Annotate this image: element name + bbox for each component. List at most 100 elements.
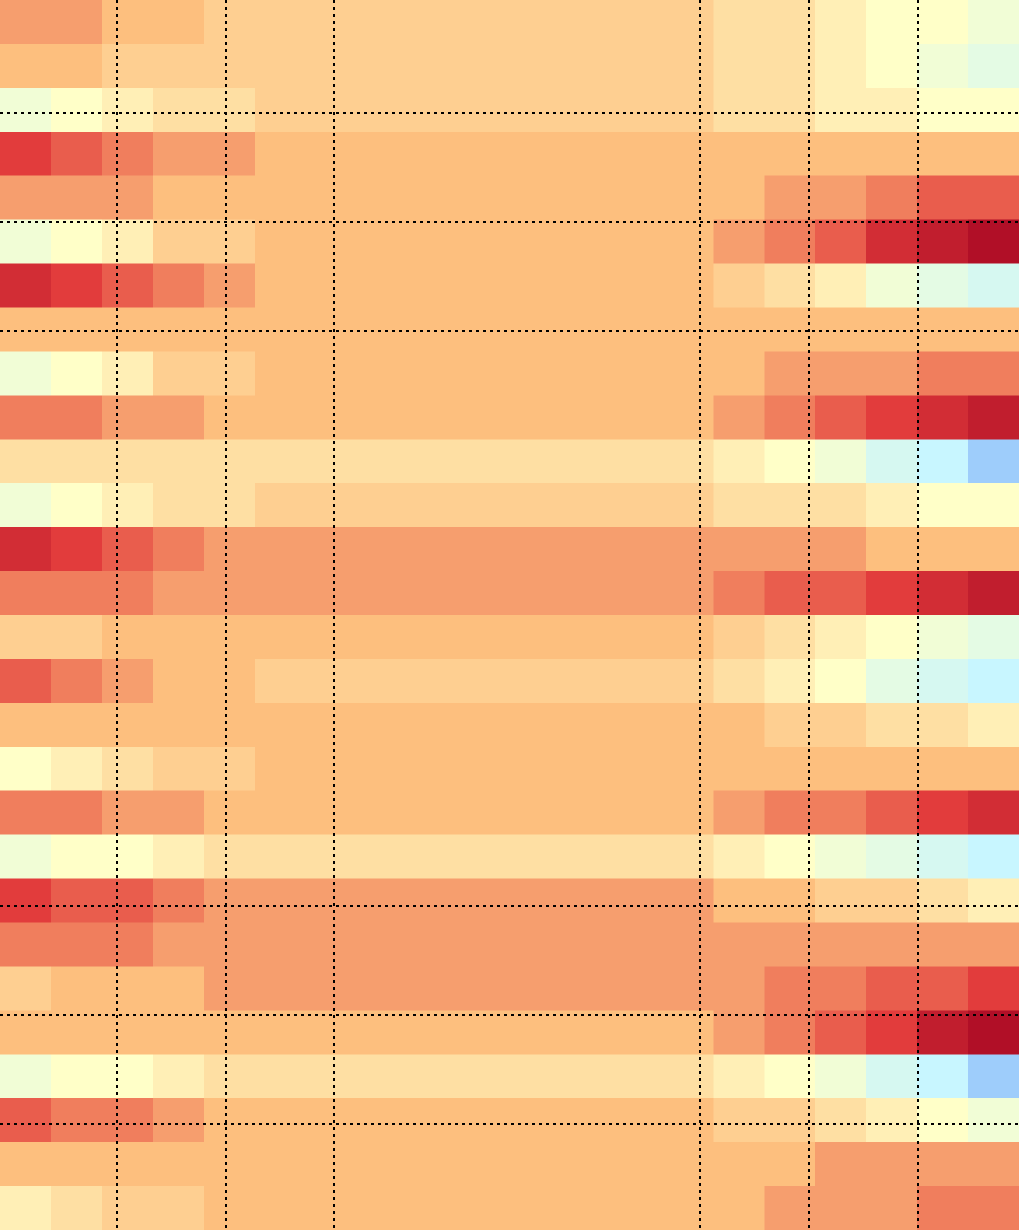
heatmap-cell — [152, 1098, 205, 1143]
heatmap-cell — [305, 790, 358, 836]
heatmap-cell — [101, 922, 154, 968]
heatmap-cell — [560, 439, 612, 484]
heatmap-cell — [917, 1142, 969, 1187]
heatmap-cell — [917, 1010, 969, 1055]
heatmap-cell — [713, 351, 765, 396]
heatmap-cell — [407, 571, 460, 616]
heatmap-cell — [254, 483, 307, 528]
heatmap-cell — [356, 1010, 409, 1055]
heatmap-cell — [152, 702, 205, 748]
heatmap-cell — [305, 966, 358, 1011]
heatmap-cell — [458, 131, 511, 177]
heatmap-cell — [254, 263, 307, 309]
heatmap-cell — [203, 658, 256, 704]
heatmap-cell — [254, 834, 307, 880]
heatmap-cell — [50, 43, 103, 89]
heatmap-cell — [713, 483, 765, 528]
heatmap-cell — [866, 219, 918, 265]
heatmap-cell — [407, 263, 460, 309]
heatmap-cell — [509, 658, 562, 704]
heatmap-cell — [764, 307, 816, 353]
heatmap-cell — [968, 263, 1019, 309]
heatmap-cell — [203, 219, 256, 265]
heatmap-cell — [509, 834, 562, 880]
heatmap-cell — [50, 527, 103, 572]
heatmap-cell — [764, 658, 816, 704]
heatmap-cell — [509, 395, 562, 440]
heatmap-cell — [101, 0, 154, 45]
heatmap-cell — [815, 571, 867, 616]
heatmap-cell — [560, 1054, 612, 1099]
heatmap-cell — [815, 307, 867, 353]
heatmap-cell — [611, 615, 663, 660]
heatmap-cell — [662, 263, 714, 309]
heatmap-cell — [764, 439, 816, 484]
heatmap-cell — [509, 175, 562, 221]
heatmap-cell — [203, 527, 256, 572]
heatmap-cell — [509, 87, 562, 133]
heatmap-cell — [509, 790, 562, 836]
heatmap-cell — [611, 571, 663, 616]
heatmap-cell — [407, 1098, 460, 1143]
heatmap-cell — [203, 615, 256, 660]
heatmap-cell — [560, 527, 612, 572]
heatmap-cell — [407, 219, 460, 265]
heatmap-cell — [254, 790, 307, 836]
heatmap-cell — [764, 175, 816, 221]
heatmap-cell — [815, 702, 867, 748]
heatmap-cell — [560, 615, 612, 660]
heatmap-cell — [866, 878, 918, 924]
heatmap-cell — [764, 1054, 816, 1099]
heatmap-cell — [509, 263, 562, 309]
heatmap-cell — [662, 527, 714, 572]
heatmap-cell — [356, 790, 409, 836]
heatmap-cell — [305, 702, 358, 748]
heatmap-cell — [866, 615, 918, 660]
heatmap-cell — [407, 615, 460, 660]
heatmap-cell — [611, 1186, 663, 1230]
heatmap-cell — [917, 790, 969, 836]
heatmap-cell — [101, 834, 154, 880]
heatmap-cell — [0, 1054, 52, 1099]
heatmap-cell — [917, 878, 969, 924]
heatmap-cell — [203, 307, 256, 353]
heatmap-cell — [254, 615, 307, 660]
heatmap-cell — [407, 395, 460, 440]
heatmap-cell — [866, 1142, 918, 1187]
heatmap-cell — [662, 439, 714, 484]
heatmap-cell — [713, 1142, 765, 1187]
heatmap-cell — [203, 131, 256, 177]
heatmap-cell — [203, 43, 256, 89]
heatmap-cell — [152, 966, 205, 1011]
heatmap-cell — [662, 483, 714, 528]
heatmap-cell — [764, 1142, 816, 1187]
heatmap-cell — [203, 175, 256, 221]
heatmap-cell — [866, 483, 918, 528]
heatmap-cell — [764, 527, 816, 572]
heatmap-cell — [866, 43, 918, 89]
heatmap-cell — [764, 131, 816, 177]
heatmap-cell — [0, 658, 52, 704]
heatmap-cell — [254, 658, 307, 704]
heatmap-cell — [203, 87, 256, 133]
heatmap-cell — [203, 1142, 256, 1187]
heatmap-cell — [356, 263, 409, 309]
heatmap-cell — [764, 1186, 816, 1230]
heatmap-cell — [203, 1010, 256, 1055]
heatmap-cell — [407, 702, 460, 748]
heatmap-cell — [560, 131, 612, 177]
heatmap-cell — [50, 571, 103, 616]
heatmap-cell — [713, 790, 765, 836]
heatmap-cell — [356, 439, 409, 484]
heatmap-cell — [815, 1186, 867, 1230]
heatmap-cell — [152, 1142, 205, 1187]
heatmap-cell — [203, 1054, 256, 1099]
heatmap-cell — [764, 615, 816, 660]
heatmap-cell — [203, 439, 256, 484]
heatmap-cell — [152, 922, 205, 968]
heatmap-cell — [305, 439, 358, 484]
heatmap-cell — [458, 702, 511, 748]
heatmap-cell — [917, 219, 969, 265]
